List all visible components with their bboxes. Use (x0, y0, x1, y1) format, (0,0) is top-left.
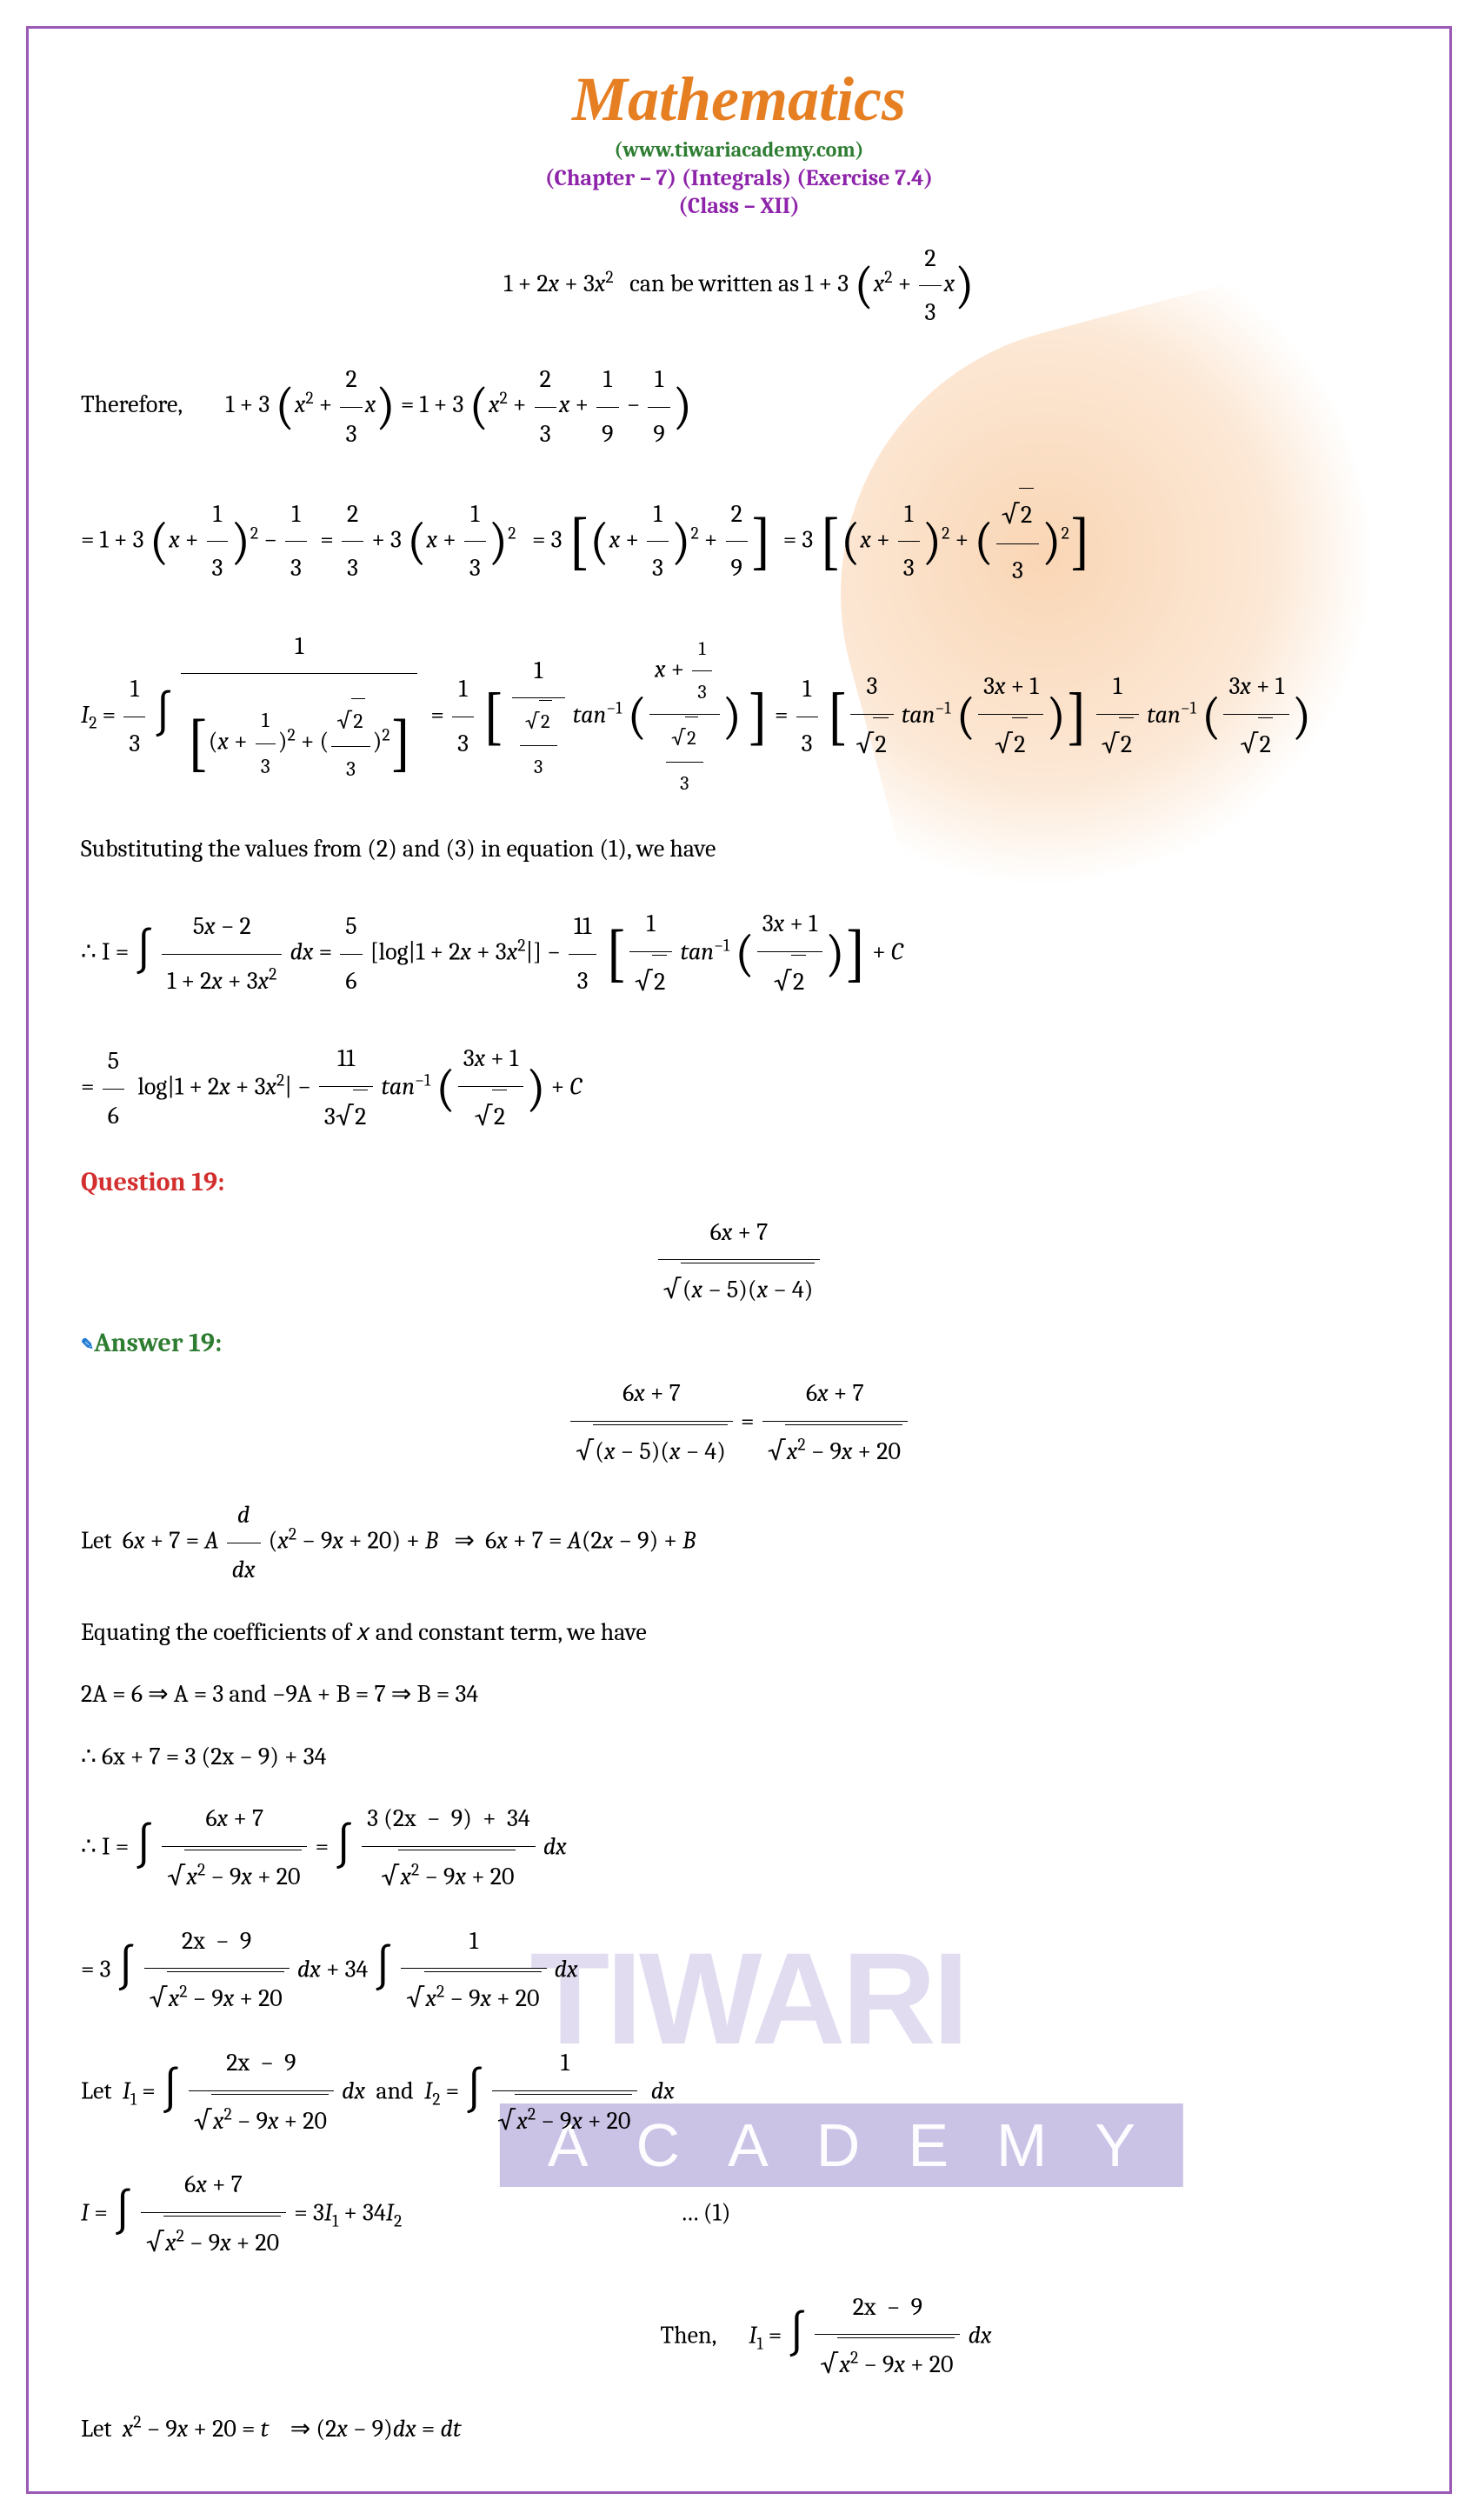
ans19-i1-i2-def: Let I1 = ∫ 2x − 9√x2 − 9x + 20 dx and I2… (81, 2037, 1397, 2150)
eq-rewrite: 1 + 2x + 3x2 can be written as 1 + 3 (x2… (81, 230, 1397, 342)
ans19-let: Let 6x + 7 = A ddx (x2 − 9x + 20) + B ⇒ … (81, 1489, 1397, 1597)
class-line: (Class – XII) (81, 193, 1397, 219)
ans19-then-i1: Then, I1 = ∫ 2x − 9√x2 − 9x + 20 dx (81, 2281, 1397, 2394)
eq-therefore: Therefore, 1 + 3 (x2 + 23x) = 1 + 3 (x2 … (81, 350, 1397, 463)
document-page: TIWARI ACADEMY Mathematics (www.tiwariac… (26, 26, 1452, 2494)
eq-complete-square: = 1 + 3 (x + 13)2 − 13 = 23 + 3 (x + 13)… (81, 472, 1397, 611)
site-url: (www.tiwariacademy.com) (81, 137, 1397, 162)
ans19-i-setup: ∴ I = ∫ 6x + 7√x2 − 9x + 20 = ∫ 3 (2x − … (81, 1792, 1397, 1905)
ans19-let-t: Let x2 − 9x + 20 = t ⇒ (2x − 9)dx = dt (81, 2403, 1397, 2457)
ans19-split: = 3 ∫ 2x − 9√x2 − 9x + 20 dx + 34 ∫ 1√x2… (81, 1915, 1397, 2028)
chapter-line: (Chapter – 7) (Integrals) (Exercise 7.4) (81, 165, 1397, 191)
eq-final-i: ∴ I = ∫ 5x − 21 + 2x + 3x2 dx = 56 [log|… (81, 884, 1397, 1023)
ans19-therefore: ∴ 6x + 7 = 3 (2x − 9) + 34 (81, 1730, 1397, 1784)
ans19-equating: Equating the coefficients of 𝑥 and const… (81, 1606, 1397, 1660)
question-19-label: Question 19: (81, 1167, 1397, 1197)
question-19-formula: 6x + 7√(x − 5)(x − 4) (81, 1206, 1397, 1319)
answer-marker-icon: ✎ (81, 1336, 94, 1354)
page-title: Mathematics (81, 63, 1397, 136)
content-area: Mathematics (www.tiwariacademy.com) (Cha… (81, 63, 1397, 2457)
ans19-i-combo: I = ∫ 6x + 7√x2 − 9x + 20 = 3I1 + 34I2 …… (81, 2158, 1397, 2271)
ans19-coeffs: 2A = 6 ⇒ A = 3 and −9A + B = 7 ⇒ B = 34 (81, 1668, 1397, 1722)
eq-substitute-note: Substituting the values from (2) and (3)… (81, 823, 1397, 877)
eq-i2: I2 = 13 ∫ 1[(x + 13)2 + (√23)2] = 13 [ 1… (81, 620, 1397, 814)
eq-final-simplified: = 56 log|1 + 2x + 3x2| − 113√2 tan−1 (3x… (81, 1032, 1397, 1145)
ans19-eq1: 6x + 7√(x − 5)(x − 4) = 6x + 7√x2 − 9x +… (81, 1367, 1397, 1480)
answer-19-label: ✎Answer 19: (81, 1328, 1397, 1358)
